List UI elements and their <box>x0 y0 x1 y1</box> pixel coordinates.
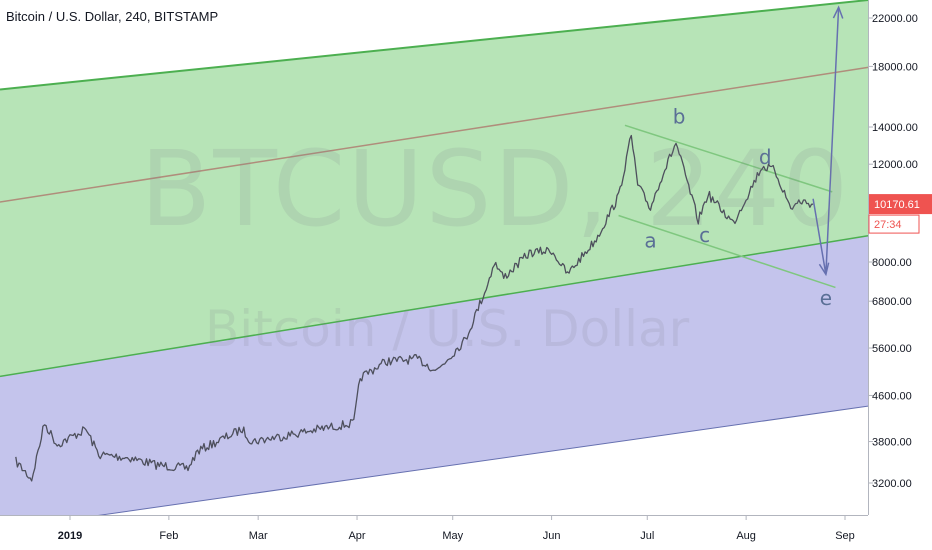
chart-title: Bitcoin / U.S. Dollar, 240, BITSTAMP <box>6 9 219 24</box>
projection-arrow-up <box>832 5 844 19</box>
last-price-label: 10170.61 <box>874 199 920 211</box>
upper-channel-fill <box>0 0 868 377</box>
y-tick-label: 4600.00 <box>872 390 912 402</box>
y-tick-label: 5600.00 <box>872 343 912 355</box>
y-tick-label: 8000.00 <box>872 257 912 269</box>
last-price-badge <box>869 194 932 215</box>
price-series <box>15 134 814 482</box>
y-tick-label: 14000.00 <box>872 122 918 134</box>
wave-label-b: b <box>673 105 686 129</box>
y-tick-label: 3800.00 <box>872 437 912 449</box>
y-tick-label: 22000.00 <box>872 13 918 25</box>
channel-mid-line <box>0 66 869 203</box>
projection-arrow-down <box>818 262 830 277</box>
price-axis-panel <box>868 0 932 550</box>
y-tick-label: 18000.00 <box>872 61 918 73</box>
channel-lower-line <box>0 235 869 378</box>
y-tick-label: 6800.00 <box>872 296 912 308</box>
y-tick-label: 3200.00 <box>872 478 912 490</box>
wave-label-d: d <box>759 145 772 169</box>
x-tick-label: Mar <box>249 530 268 542</box>
x-tick-label: May <box>442 530 463 542</box>
lower-channel-fill <box>0 235 868 530</box>
countdown-label: 27:34 <box>874 219 902 231</box>
x-tick-label: Aug <box>736 530 756 542</box>
x-tick-label: Apr <box>348 530 365 542</box>
y-tick-label: 12000.00 <box>872 159 918 171</box>
x-tick-label: 2019 <box>58 530 82 542</box>
triangle-upper-line <box>624 124 833 193</box>
countdown-badge <box>868 214 920 234</box>
x-tick-label: Feb <box>159 530 178 542</box>
triangle-lower-line <box>618 214 836 289</box>
x-tick-label: Jul <box>640 530 654 542</box>
wave-label-c: c <box>699 223 710 247</box>
wave-label-a: a <box>644 228 656 252</box>
channel-upper-line <box>0 0 869 91</box>
x-tick-label: Jun <box>543 530 561 542</box>
time-axis-panel <box>0 515 932 550</box>
x-tick-label: Sep <box>835 530 855 542</box>
wave-label-e: e <box>820 286 832 310</box>
channel-bottom-line <box>0 405 869 530</box>
